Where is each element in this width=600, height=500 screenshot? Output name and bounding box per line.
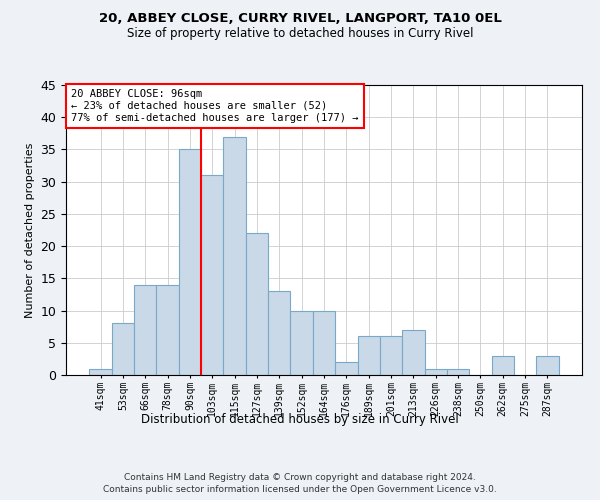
Text: Contains HM Land Registry data © Crown copyright and database right 2024.: Contains HM Land Registry data © Crown c… [124,472,476,482]
Bar [201,175,223,375]
Text: Distribution of detached houses by size in Curry Rivel: Distribution of detached houses by size … [141,412,459,426]
Bar [157,285,179,375]
Bar [313,310,335,375]
Bar [246,233,268,375]
Bar [447,368,469,375]
Text: Size of property relative to detached houses in Curry Rivel: Size of property relative to detached ho… [127,28,473,40]
Text: 20 ABBEY CLOSE: 96sqm
← 23% of detached houses are smaller (52)
77% of semi-deta: 20 ABBEY CLOSE: 96sqm ← 23% of detached … [71,90,359,122]
Bar [335,362,358,375]
Bar [402,330,425,375]
Bar [112,324,134,375]
Bar [536,356,559,375]
Bar [358,336,380,375]
Bar [290,310,313,375]
Bar [89,368,112,375]
Bar [134,285,157,375]
Bar [223,136,246,375]
Text: Contains public sector information licensed under the Open Government Licence v3: Contains public sector information licen… [103,485,497,494]
Bar [491,356,514,375]
Bar [380,336,402,375]
Bar [425,368,447,375]
Y-axis label: Number of detached properties: Number of detached properties [25,142,35,318]
Bar [268,291,290,375]
Bar [179,150,201,375]
Text: 20, ABBEY CLOSE, CURRY RIVEL, LANGPORT, TA10 0EL: 20, ABBEY CLOSE, CURRY RIVEL, LANGPORT, … [98,12,502,26]
